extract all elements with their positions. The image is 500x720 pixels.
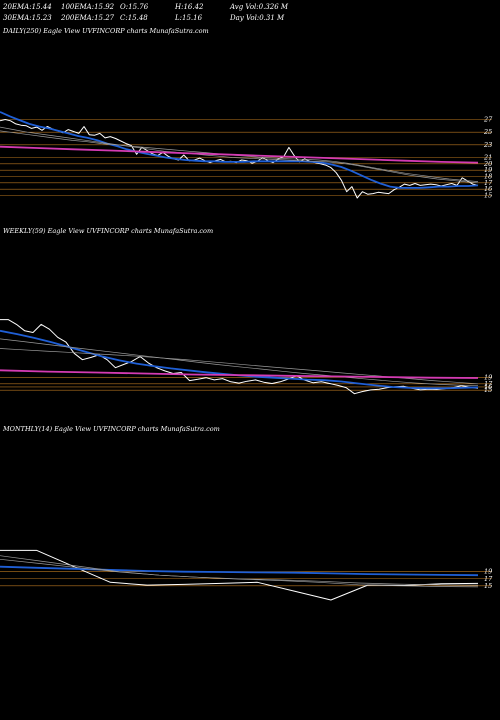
monthly-tick-label: 19 xyxy=(484,568,492,576)
daily-tick-label: 19 xyxy=(484,166,492,174)
ema200-value: 15.27 xyxy=(94,14,115,22)
daily-panel-label: DAILY(250) Eagle View UVFINCORP charts M… xyxy=(3,27,209,35)
header-row-1: 20EMA:15.44 xyxy=(3,3,52,11)
day-vol-value: 0.31 M xyxy=(259,14,285,22)
weekly-tick-label: 19 xyxy=(484,373,492,381)
monthly-tick-label: 17 xyxy=(484,575,493,583)
ema100-value: 15.92 xyxy=(94,3,115,11)
ema30: 30EMA:15.23 xyxy=(3,14,52,22)
weekly-panel-label: WEEKLY(59) Eagle View UVFINCORP charts M… xyxy=(3,227,214,235)
daily-ema-long-line xyxy=(0,145,479,164)
close-label: C: xyxy=(120,14,128,22)
daily-price-line xyxy=(0,119,479,199)
weekly-ema-short-line xyxy=(0,329,479,390)
monthly-ema-short-line xyxy=(0,565,479,577)
daily-tick-label: 25 xyxy=(483,128,492,136)
high-value: 16.42 xyxy=(183,3,204,11)
weekly-ema-gray_b-line xyxy=(0,348,479,385)
daily-tick-label: 17 xyxy=(484,179,493,187)
ema100: 100EMA:15.92 xyxy=(61,3,114,11)
low-value: 15.16 xyxy=(182,14,203,22)
monthly-tick-label: 15 xyxy=(484,582,492,590)
monthly-ema-gray_b-line xyxy=(0,558,479,586)
low-label: L: xyxy=(175,14,183,22)
daily-tick-label: 16 xyxy=(484,185,492,193)
high: H:16.42 xyxy=(175,3,204,11)
daily-tick-label: 20 xyxy=(483,160,492,168)
high-label: H: xyxy=(175,3,184,11)
close-value: 15.48 xyxy=(127,14,148,22)
daily-tick-label: 18 xyxy=(484,173,492,181)
ema20-value: 15.44 xyxy=(31,3,52,11)
open: O:15.76 xyxy=(120,3,148,11)
avg-vol-value: 0.326 M xyxy=(258,3,289,11)
monthly-panel-label: MONTHLY(14) Eagle View UVFINCORP charts … xyxy=(3,425,220,433)
daily-ema-short-line xyxy=(0,111,479,189)
weekly-ema-gray_a-line xyxy=(0,338,479,387)
daily-tick-label: 27 xyxy=(483,116,493,124)
day-vol: Day Vol:0.31 M xyxy=(230,14,284,22)
close: C:15.48 xyxy=(120,14,148,22)
avg-vol: Avg Vol:0.326 M xyxy=(230,3,288,11)
ema200: 200EMA:15.27 xyxy=(61,14,114,22)
day-vol-label: Day Vol: xyxy=(230,14,260,22)
ema20-label: 20EMA: xyxy=(3,3,32,11)
daily-tick-label: 23 xyxy=(483,141,492,149)
daily-tick-label: 15 xyxy=(484,192,492,200)
weekly-tick-label: 16 xyxy=(484,383,492,391)
daily-ema-gray_a-line xyxy=(0,126,479,184)
ema100-label: 100EMA: xyxy=(61,3,95,11)
low: L:15.16 xyxy=(175,14,202,22)
weekly-tick-label: 15 xyxy=(484,386,492,394)
open-label: O: xyxy=(120,3,129,11)
weekly-ema-long-line xyxy=(0,369,479,379)
ema30-value: 15.23 xyxy=(31,14,52,22)
open-value: 15.76 xyxy=(128,3,149,11)
ema30-label: 30EMA: xyxy=(3,14,32,22)
weekly-tick-label: 17 xyxy=(484,380,493,388)
daily-tick-label: 21 xyxy=(483,154,492,162)
avg-vol-label: Avg Vol: xyxy=(230,3,259,11)
ema200-label: 200EMA: xyxy=(61,14,95,22)
